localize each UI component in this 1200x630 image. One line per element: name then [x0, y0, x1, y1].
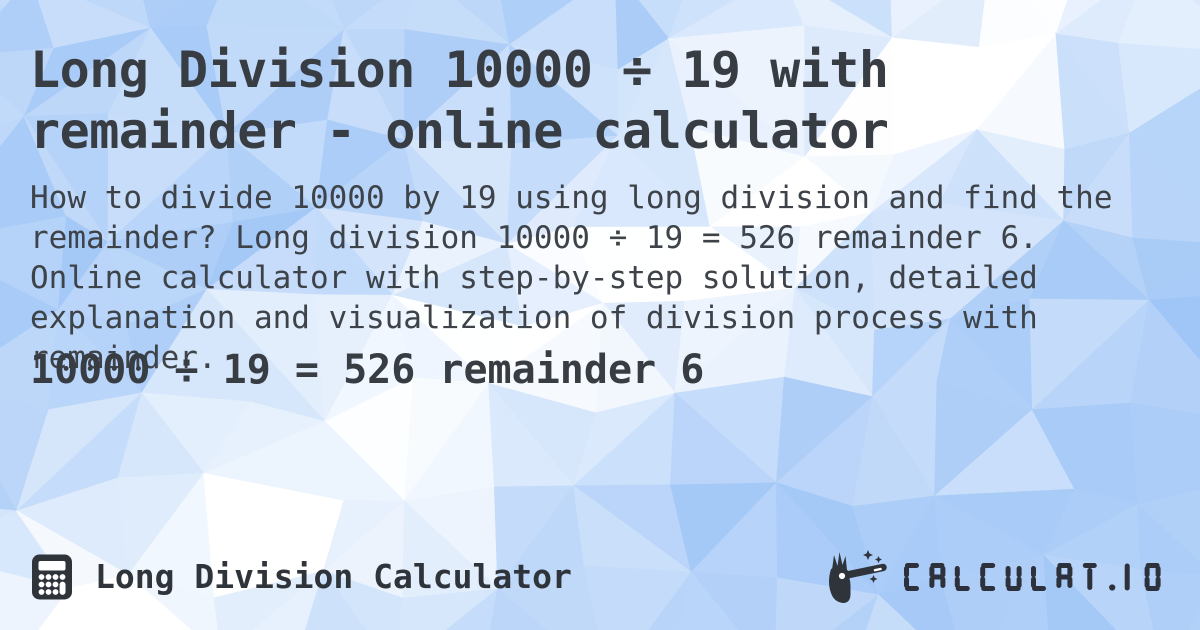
footer: Long Division Calculator: [28, 549, 1170, 605]
magic-wand-icon: [822, 548, 892, 606]
brand-logo: [902, 563, 1170, 591]
page-description: How to divide 10000 by 19 using long div…: [30, 180, 1113, 376]
division-result: 10000 ÷ 19 = 526 remainder 6: [30, 347, 705, 393]
footer-brand: [822, 548, 1170, 606]
footer-app: Long Division Calculator: [28, 553, 572, 601]
page-title: Long Division 10000 ÷ 19 with remainder …: [30, 41, 889, 160]
calculator-icon: [28, 553, 76, 601]
app-name-label: Long Division Calculator: [95, 556, 572, 596]
